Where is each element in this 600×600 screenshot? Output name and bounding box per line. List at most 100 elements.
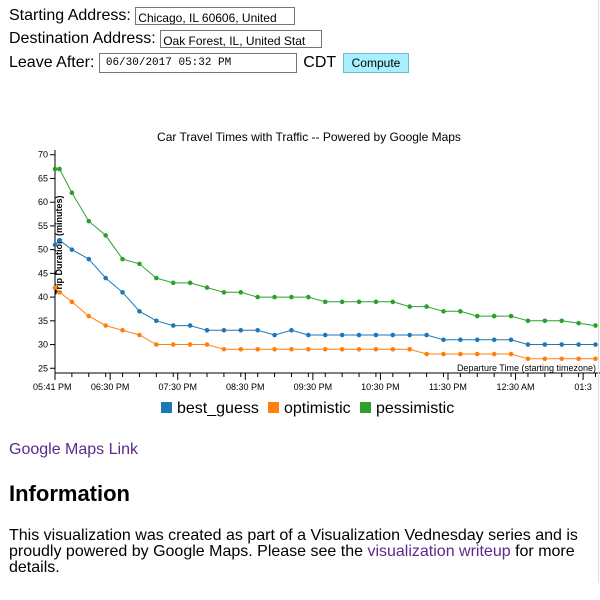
data-point-best_guess	[542, 342, 548, 347]
data-point-optimistic	[576, 356, 581, 362]
data-point-optimistic	[458, 351, 463, 357]
x-tick-label: 08:30 PM	[226, 382, 265, 392]
info-text-after: for more details.	[9, 543, 575, 576]
data-point-best_guess	[204, 327, 210, 333]
leave-after-datetime-input[interactable]: 06/30/2017 05:32 PM	[98, 53, 297, 73]
data-point-best_guess	[120, 290, 125, 295]
data-point-pessimistic	[576, 320, 581, 326]
data-point-optimistic	[407, 346, 413, 352]
data-point-pessimistic	[238, 290, 244, 295]
data-point-best_guess	[322, 332, 328, 338]
data-point-best_guess	[289, 327, 294, 333]
y-axis-label: Trip Duration (minutes)	[54, 195, 64, 294]
x-axis: 05:41 PM 06:30 PM 07:30 PM 08:30 PM 09:30 PM…	[33, 372, 600, 392]
data-point-optimistic	[373, 346, 379, 352]
data-point-optimistic	[356, 346, 362, 352]
data-point-best_guess	[525, 342, 531, 347]
data-point-pessimistic	[373, 299, 379, 305]
data-point-optimistic	[559, 356, 565, 362]
data-point-best_guess	[474, 337, 480, 343]
data-point-pessimistic	[187, 280, 193, 286]
x-tick-label: 05:41 PM	[33, 382, 72, 392]
chart-legend[interactable]: best_guess optimistic pessimistic	[161, 400, 454, 417]
compute-button[interactable]: Compute	[342, 53, 410, 73]
data-point-pessimistic	[339, 299, 345, 305]
data-point-best_guess	[576, 342, 581, 347]
data-point-pessimistic	[441, 309, 446, 314]
data-point-pessimistic	[272, 294, 277, 300]
information-paragraph: This visualization was created as part o…	[9, 528, 589, 576]
data-point-best_guess	[593, 342, 598, 347]
data-point-optimistic	[204, 342, 210, 347]
data-point-pessimistic	[306, 294, 311, 300]
data-point-pessimistic	[289, 294, 294, 300]
destination-address-input[interactable]: Oak Forest, IL, United Stat	[160, 30, 323, 48]
series-line-optimistic	[54, 287, 596, 360]
data-point-pessimistic	[154, 275, 159, 281]
data-point-best_guess	[424, 332, 429, 338]
page-right-border	[598, 0, 599, 583]
data-point-optimistic	[424, 351, 429, 357]
y-tick-label: 55	[38, 221, 48, 231]
data-point-best_guess	[390, 332, 396, 338]
starting-address-input[interactable]: Chicago, IL 60606, United	[135, 7, 296, 25]
data-point-pessimistic	[86, 218, 92, 224]
data-point-best_guess	[491, 337, 497, 343]
data-point-best_guess	[103, 275, 108, 281]
data-point-pessimistic	[170, 280, 176, 286]
x-tick-label: 01:3	[574, 382, 592, 392]
y-axis: 25 30 35 40 45 50 55 60 65 70	[38, 150, 56, 373]
data-point-pessimistic	[52, 166, 58, 172]
data-point-optimistic	[52, 285, 58, 290]
data-point-best_guess	[306, 332, 311, 338]
data-point-pessimistic	[137, 261, 142, 267]
data-point-pessimistic	[120, 256, 125, 262]
data-point-optimistic	[306, 346, 311, 352]
data-point-best_guess	[238, 327, 244, 333]
data-point-best_guess	[52, 242, 58, 248]
data-point-pessimistic	[322, 299, 328, 305]
starting-address-label: Starting Address:	[9, 7, 131, 24]
y-tick-label: 65	[38, 173, 48, 183]
data-point-best_guess	[57, 237, 62, 243]
data-point-optimistic	[187, 342, 193, 347]
data-point-optimistic	[508, 351, 514, 357]
data-point-optimistic	[86, 313, 92, 319]
leave-after-label: Leave After:	[9, 54, 95, 71]
google-maps-link[interactable]: Google Maps Link	[9, 441, 138, 458]
data-point-pessimistic	[593, 323, 598, 328]
data-point-optimistic	[154, 342, 159, 347]
data-point-best_guess	[373, 332, 379, 338]
data-point-optimistic	[322, 346, 328, 352]
data-point-best_guess	[458, 337, 463, 343]
chart-title: Car Travel Times with Traffic -- Powered…	[157, 130, 461, 144]
data-point-optimistic	[238, 346, 244, 352]
y-tick-label: 60	[38, 197, 48, 207]
y-tick-label: 45	[38, 268, 48, 278]
x-tick-label: 11:30 PM	[429, 382, 467, 392]
data-point-pessimistic	[474, 313, 480, 319]
series-line-pessimistic	[55, 168, 596, 327]
data-point-best_guess	[137, 309, 142, 314]
x-tick-label: 07:30 PM	[158, 382, 197, 392]
x-tick-label: 09:30 PM	[294, 382, 333, 392]
starting-address-row: Starting Address: Chicago, IL 60606, Uni…	[9, 6, 296, 26]
legend-swatch-optimistic	[268, 402, 279, 413]
data-point-optimistic	[272, 346, 277, 352]
travel-times-chart: Car Travel Times with Traffic -- Powered…	[33, 130, 600, 417]
x-axis-label: Departure Time (starting timezone)	[457, 363, 596, 373]
leave-after-row: Leave After: 06/30/2017 05:32 PM CDT Com…	[9, 53, 410, 73]
data-point-best_guess	[407, 332, 413, 338]
visualization-writeup-link[interactable]: visualization writeup	[367, 543, 511, 560]
data-point-optimistic	[120, 327, 125, 333]
y-tick-label: 50	[38, 245, 48, 255]
data-point-pessimistic	[356, 299, 362, 305]
data-point-pessimistic	[103, 233, 108, 238]
data-point-best_guess	[86, 256, 92, 262]
x-tick-label: 10:30 PM	[361, 382, 400, 392]
data-point-optimistic	[593, 356, 598, 362]
data-point-pessimistic	[525, 318, 531, 324]
data-point-optimistic	[57, 290, 62, 295]
data-point-pessimistic	[542, 318, 548, 324]
data-point-best_guess	[69, 247, 75, 252]
